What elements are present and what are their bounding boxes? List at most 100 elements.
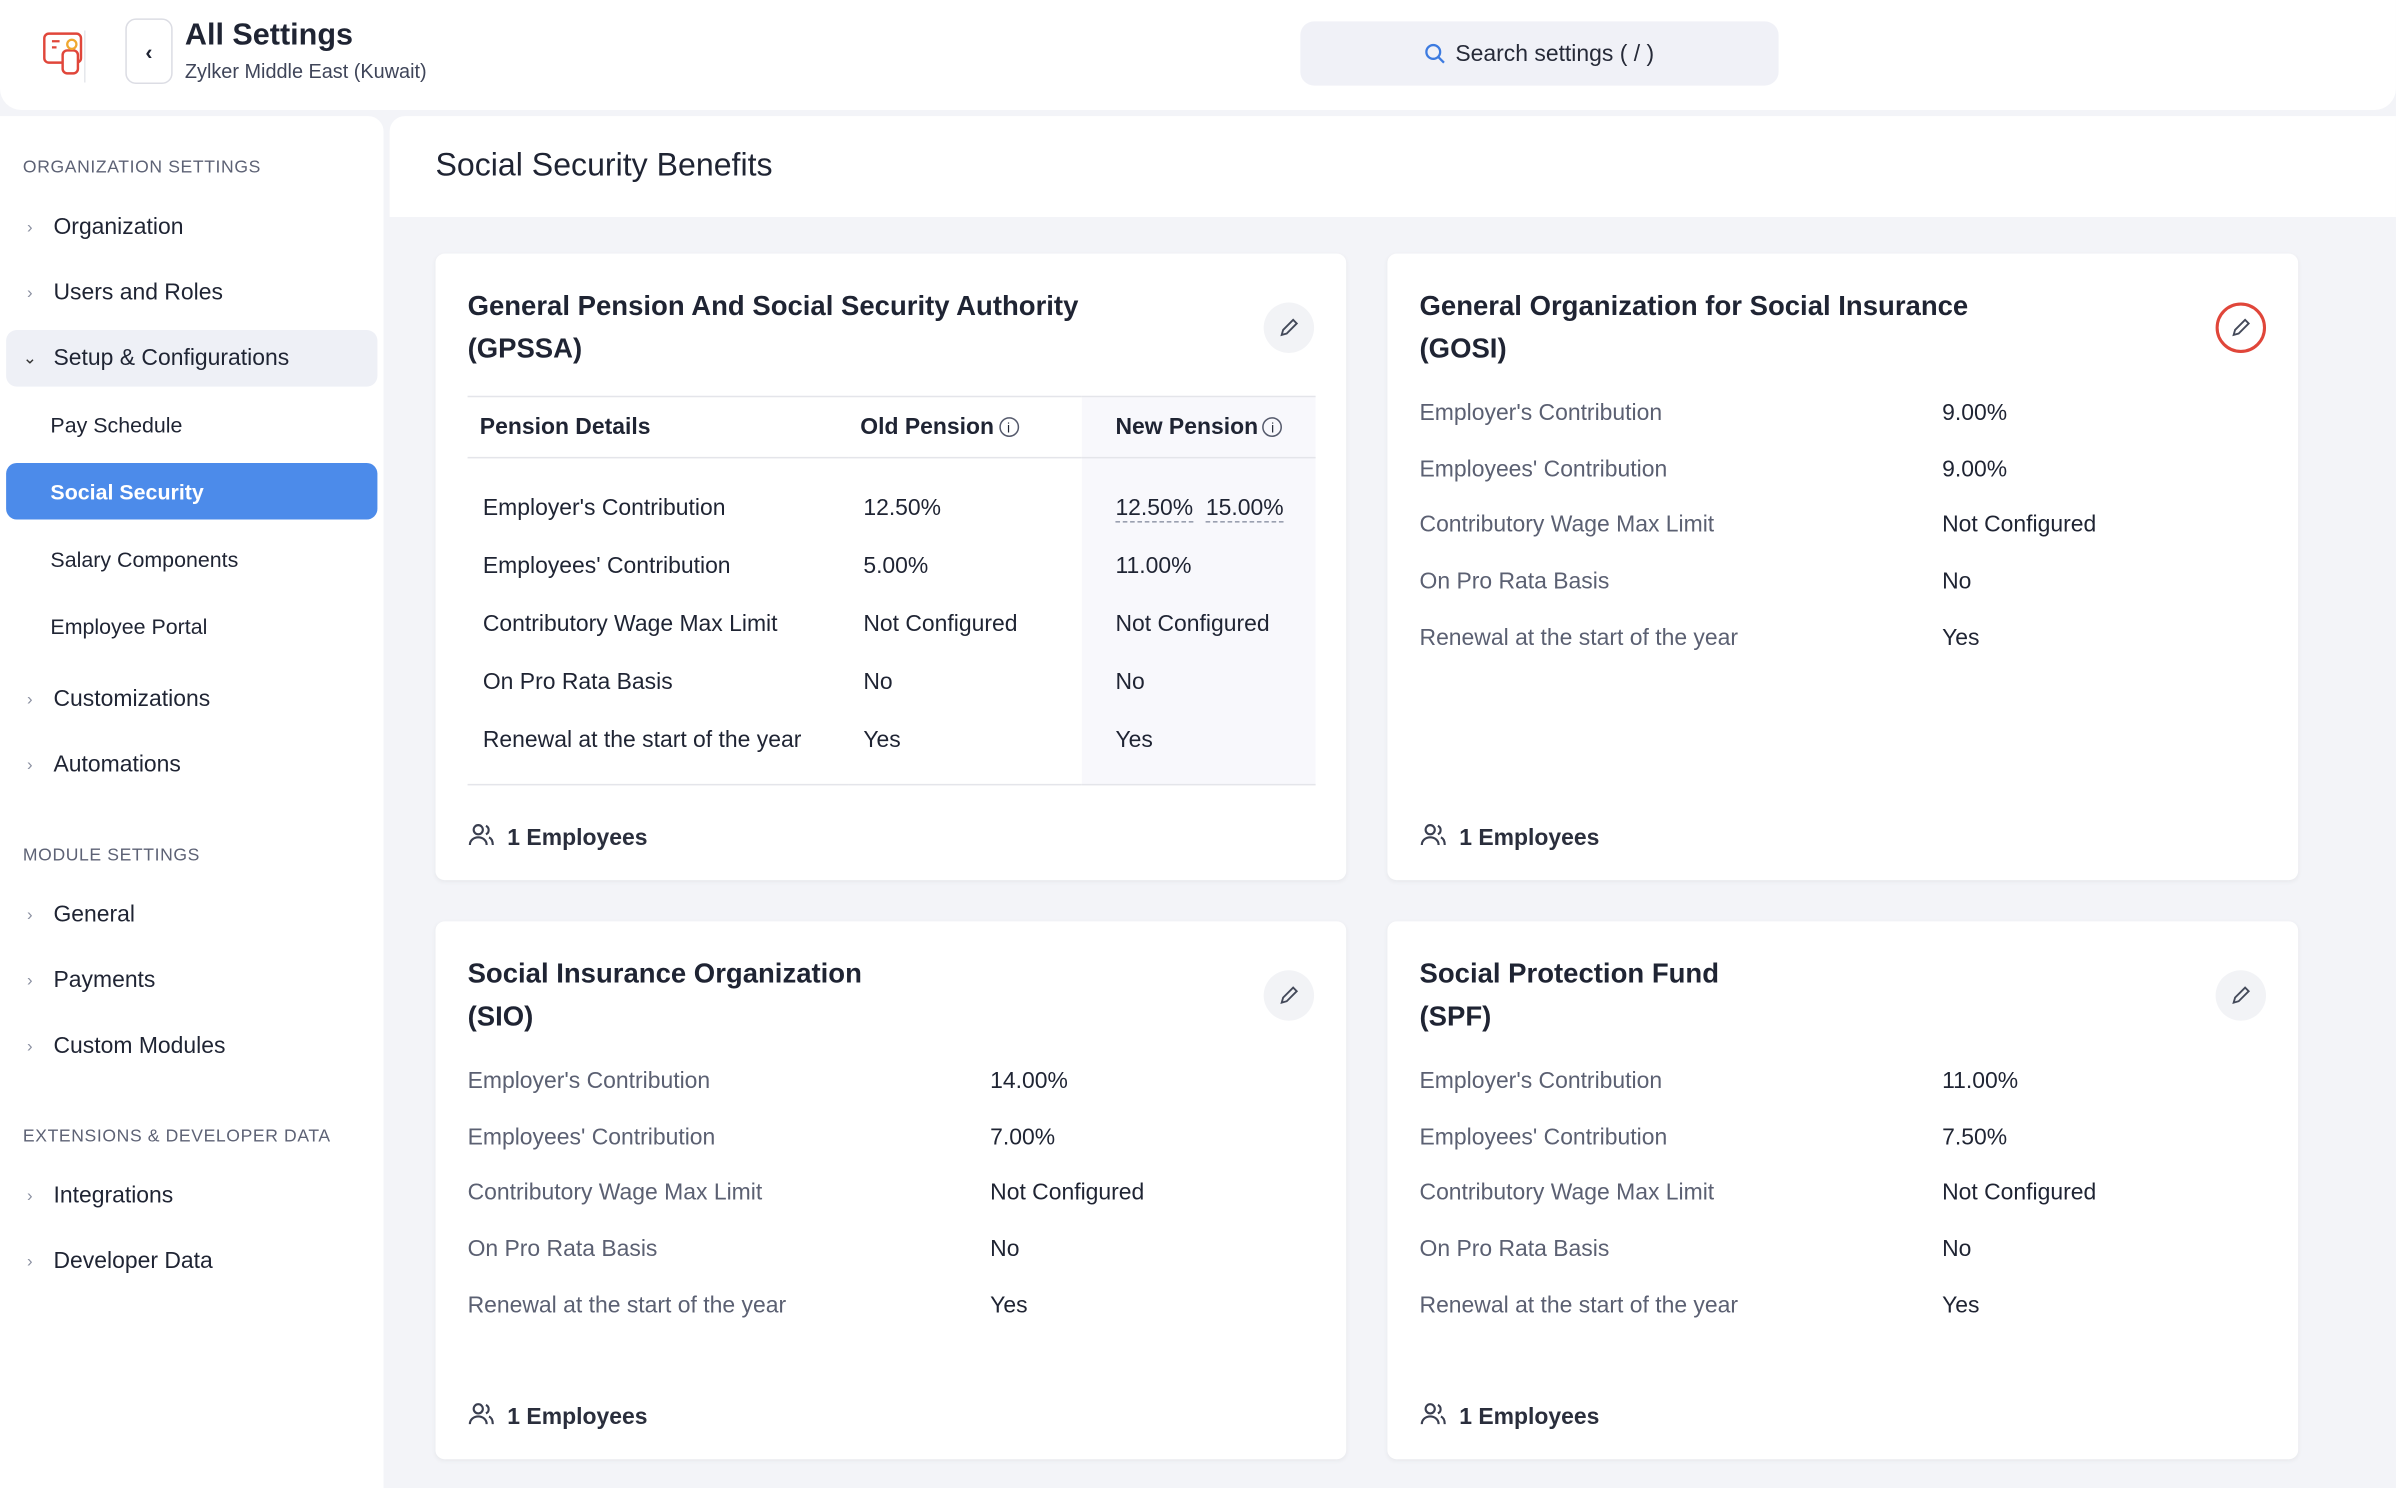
pencil-icon bbox=[2232, 986, 2251, 1005]
employee-count: 1 Employees bbox=[507, 1403, 648, 1430]
card-gosi: General Organization for Social Insuranc… bbox=[1387, 253, 2299, 881]
employee-count-link[interactable]: 1 Employees bbox=[468, 1401, 648, 1432]
users-icon bbox=[468, 822, 496, 853]
title-line: (SIO) bbox=[467, 1000, 534, 1032]
header-label: Old Pension bbox=[860, 414, 994, 441]
cell: 12.50% 15.00% bbox=[1081, 457, 1316, 538]
chevron-down-icon: ⌄ bbox=[22, 349, 37, 369]
cell: 11.00% bbox=[1081, 537, 1316, 596]
chevron-right-icon: › bbox=[26, 283, 33, 302]
sidebar-item-general[interactable]: › General bbox=[6, 886, 377, 943]
field-label: Employees' Contribution bbox=[1419, 1124, 1668, 1151]
title-line: (SPF) bbox=[1419, 1000, 1492, 1032]
search-input[interactable]: Search settings ( / ) bbox=[1300, 21, 1779, 86]
users-icon bbox=[468, 1401, 496, 1432]
sidebar-item-integrations[interactable]: › Integrations bbox=[6, 1167, 377, 1224]
title-line: Social Protection Fund bbox=[1419, 958, 1720, 989]
users-icon bbox=[1420, 1401, 1448, 1432]
employee-count: 1 Employees bbox=[1459, 1403, 1600, 1430]
sidebar-item-automations[interactable]: › Automations bbox=[6, 736, 377, 793]
card-spf: Social Protection Fund (SPF) Employer's C… bbox=[1387, 921, 2299, 1460]
employee-count-link[interactable]: 1 Employees bbox=[1420, 822, 1600, 853]
field-value: Yes bbox=[990, 1292, 1028, 1319]
sidebar-item-developer-data[interactable]: › Developer Data bbox=[6, 1233, 377, 1290]
previous-value[interactable]: 12.50% bbox=[1115, 495, 1194, 523]
sidebar-item-setup-configurations[interactable]: ⌄ Setup & Configurations bbox=[6, 330, 378, 387]
chevron-right-icon: › bbox=[26, 689, 33, 709]
card-gpssa: General Pension And Social Security Auth… bbox=[435, 253, 1347, 881]
label: Customizations bbox=[53, 686, 211, 713]
sidebar-item-users-and-roles[interactable]: › Users and Roles bbox=[6, 264, 377, 321]
page-title: Social Security Benefits bbox=[435, 148, 773, 184]
edit-button[interactable] bbox=[1263, 970, 1315, 1021]
employee-count-link[interactable]: 1 Employees bbox=[468, 822, 648, 853]
field-label: Contributory Wage Max Limit bbox=[1419, 512, 1715, 539]
field-value: Not Configured bbox=[990, 1180, 1145, 1207]
table-row: Employer's Contribution 12.50% 12.50% 15.0… bbox=[468, 457, 1316, 538]
search-placeholder: Search settings ( / ) bbox=[1455, 40, 1655, 67]
revised-value[interactable]: 15.00% bbox=[1205, 495, 1284, 523]
field-value: 9.00% bbox=[1942, 456, 2008, 483]
title-line: (GPSSA) bbox=[467, 333, 583, 364]
field-value: No bbox=[990, 1236, 1020, 1263]
table-row: Renewal at the start of the year Yes Yes bbox=[467, 711, 1316, 786]
info-icon[interactable]: i bbox=[1262, 417, 1283, 438]
employee-count-link[interactable]: 1 Employees bbox=[1420, 1401, 1600, 1432]
field-value: 14.00% bbox=[990, 1068, 1068, 1095]
sidebar-item-pay-schedule[interactable]: Pay Schedule bbox=[50, 411, 183, 437]
sidebar-item-employee-portal[interactable]: Employee Portal bbox=[50, 613, 208, 638]
employee-count: 1 Employees bbox=[1459, 824, 1600, 851]
column-header: Pension Details bbox=[467, 395, 849, 459]
edit-button[interactable] bbox=[1263, 302, 1315, 353]
table-row: Employees' Contribution 5.00% 11.00% bbox=[468, 537, 1316, 596]
users-icon bbox=[1420, 822, 1448, 853]
cell: Not Configured bbox=[1081, 595, 1316, 654]
cell: No bbox=[1081, 653, 1316, 712]
field-label: Employer's Contribution bbox=[1419, 400, 1663, 427]
sidebar-item-social-security[interactable]: Social Security bbox=[6, 462, 378, 520]
chevron-right-icon: › bbox=[26, 1186, 33, 1205]
cell: Contributory Wage Max Limit bbox=[482, 611, 778, 638]
cell: Yes bbox=[848, 711, 1082, 786]
sidebar-item-customizations[interactable]: › Customizations bbox=[6, 671, 377, 728]
chevron-right-icon: › bbox=[26, 1252, 33, 1271]
edit-button[interactable] bbox=[2215, 970, 2267, 1021]
info-icon[interactable]: i bbox=[998, 417, 1019, 438]
cell: Not Configured bbox=[863, 611, 1018, 638]
field-label: Employer's Contribution bbox=[1419, 1068, 1663, 1095]
label: Users and Roles bbox=[53, 279, 223, 306]
search-icon bbox=[1425, 43, 1446, 64]
label: Organization bbox=[53, 213, 184, 240]
card-title: Social Insurance Organization (SIO) bbox=[468, 952, 1156, 1038]
label: Automations bbox=[53, 751, 181, 778]
edit-button[interactable] bbox=[2215, 302, 2267, 353]
pencil-icon bbox=[2232, 318, 2251, 337]
table-row: On Pro Rata Basis No No bbox=[468, 653, 1316, 712]
title-line: General Organization for Social Insuranc… bbox=[1419, 290, 1969, 321]
field-label: Employees' Contribution bbox=[467, 1124, 716, 1151]
label: Custom Modules bbox=[53, 1032, 226, 1059]
table-row: Contributory Wage Max Limit Not Configure… bbox=[468, 595, 1316, 654]
employee-count: 1 Employees bbox=[507, 824, 648, 851]
field-label: Employees' Contribution bbox=[1419, 456, 1668, 483]
field-value: Not Configured bbox=[1942, 512, 2097, 539]
label: Developer Data bbox=[53, 1248, 213, 1275]
cell: Employees' Contribution bbox=[482, 553, 731, 580]
chevron-left-icon: ‹ bbox=[145, 38, 153, 64]
sidebar-item-salary-components[interactable]: Salary Components bbox=[50, 546, 239, 571]
chevron-right-icon: › bbox=[26, 971, 33, 990]
field-label: Renewal at the start of the year bbox=[1419, 624, 1739, 651]
column-header: New Pension i bbox=[1081, 395, 1316, 459]
card-title: General Organization for Social Insuranc… bbox=[1420, 284, 2108, 370]
sidebar-item-custom-modules[interactable]: › Custom Modules bbox=[6, 1018, 377, 1075]
field-value: 11.00% bbox=[1942, 1068, 2019, 1095]
cell: 12.50% bbox=[863, 495, 942, 522]
title-line: General Pension And Social Security Auth… bbox=[467, 290, 1079, 321]
section-extensions: EXTENSIONS & DEVELOPER DATA bbox=[22, 1127, 331, 1146]
field-value: 9.00% bbox=[1942, 400, 2008, 427]
field-label: Employer's Contribution bbox=[467, 1068, 711, 1095]
sidebar-item-organization[interactable]: › Organization bbox=[6, 199, 377, 256]
page-title-bar: Social Security Benefits bbox=[389, 116, 2396, 217]
back-button[interactable]: ‹ bbox=[125, 18, 173, 85]
sidebar-item-payments[interactable]: › Payments bbox=[6, 952, 377, 1009]
